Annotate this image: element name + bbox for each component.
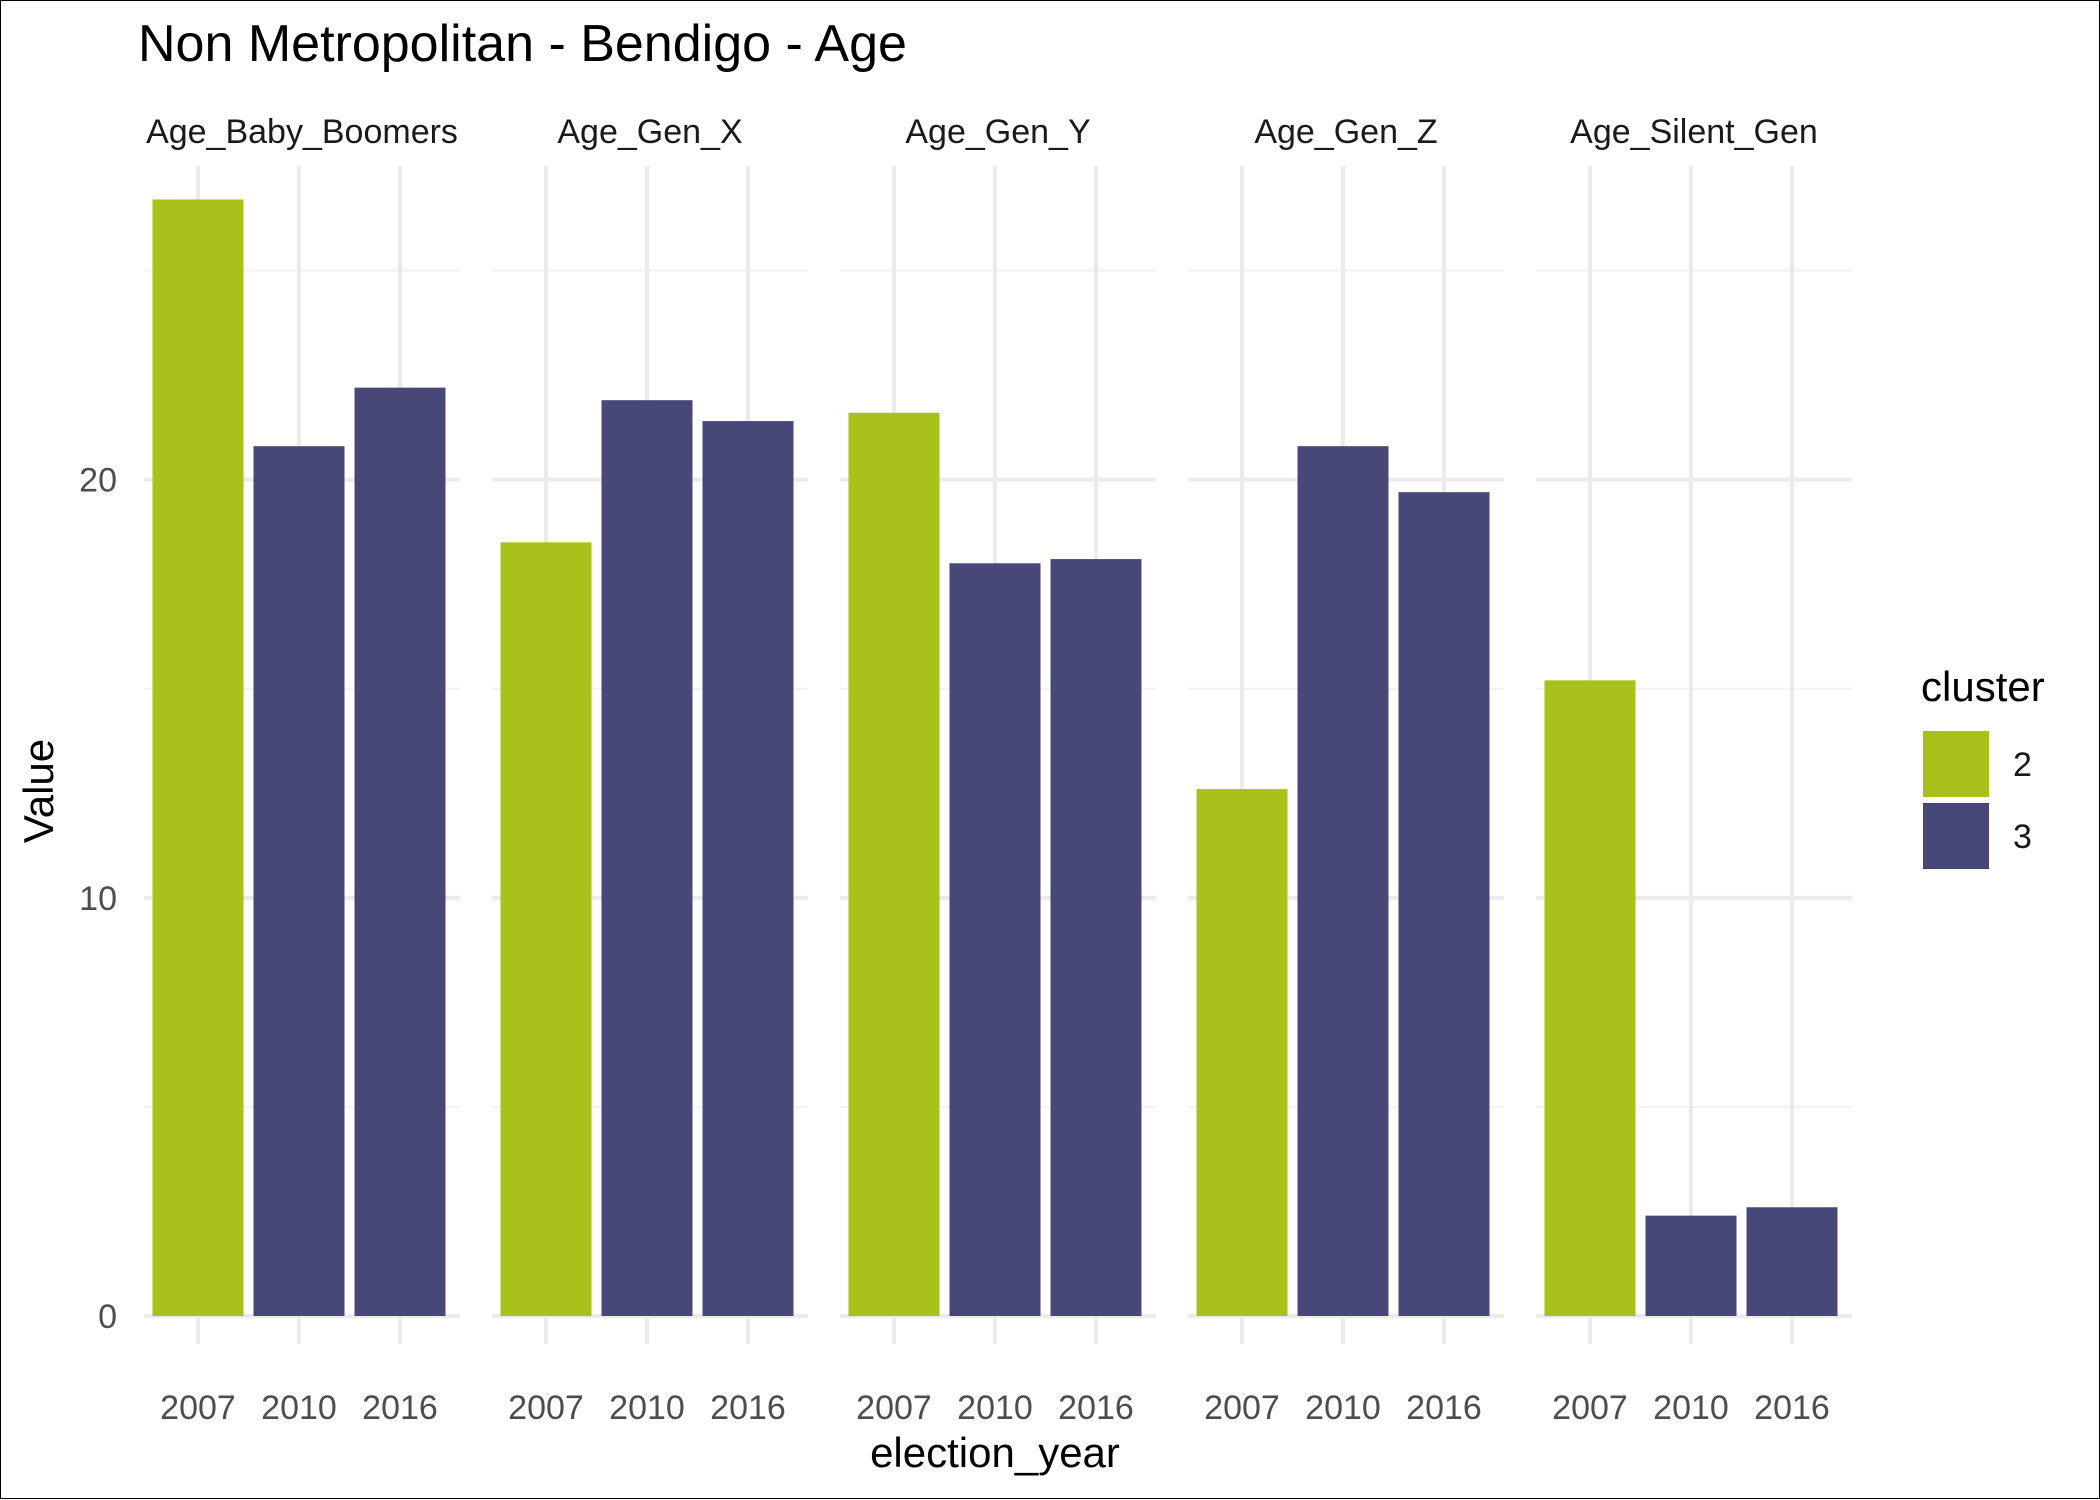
x-tick-label: 2016 (1406, 1389, 1482, 1427)
x-tick-label: 2016 (710, 1389, 786, 1427)
facet-panels: 0 10 20 2007 2010 2016 Age_Baby_Boomers 2007 201… (79, 113, 1852, 1427)
x-tick-label: 2007 (856, 1389, 932, 1427)
facet-panel: 2007 2010 2016 Age_Gen_Z (1188, 113, 1504, 1427)
facet-panel: 2007 2010 2016 Age_Gen_Y (840, 113, 1156, 1427)
x-axis-title: election_year (870, 1429, 1120, 1476)
x-tick-label: 2007 (1204, 1389, 1280, 1427)
x-tick-label: 2010 (609, 1389, 685, 1427)
bar (1398, 492, 1490, 1316)
x-tick-label: 2010 (261, 1389, 337, 1427)
legend-label: 2 (2013, 746, 2032, 784)
x-tick-label: 2016 (1754, 1389, 1830, 1427)
legend-title: cluster (1921, 663, 2045, 710)
legend-key (1923, 803, 1989, 869)
bar (1746, 1207, 1838, 1316)
x-tick-label: 2010 (957, 1389, 1033, 1427)
y-tick-label: 10 (79, 880, 117, 918)
x-tick-label: 2007 (160, 1389, 236, 1427)
x-tick-label: 2007 (1552, 1389, 1628, 1427)
facet-strip-label: Age_Baby_Boomers (146, 113, 458, 151)
facet-panel: 2007 2010 2016 Age_Gen_X (492, 113, 808, 1427)
bar (1645, 1215, 1737, 1316)
bar (848, 412, 940, 1316)
facet-strip-label: Age_Silent_Gen (1570, 113, 1818, 151)
facet-strip-label: Age_Gen_Y (905, 113, 1090, 151)
x-tick-label: 2016 (1058, 1389, 1134, 1427)
bar (1297, 446, 1389, 1316)
legend-label: 3 (2013, 818, 2032, 856)
facet-panel: 2007 2010 2016 Age_Silent_Gen (1536, 113, 1852, 1427)
bar (1196, 789, 1288, 1316)
y-axis-title: Value (15, 739, 62, 843)
facet-panel: 2007 2010 2016 Age_Baby_Boomers (144, 113, 460, 1427)
chart-title: Non Metropolitan - Bendigo - Age (138, 15, 907, 73)
x-tick-label: 2010 (1653, 1389, 1729, 1427)
bar (601, 400, 693, 1316)
bar (949, 563, 1041, 1316)
x-tick-label: 2016 (362, 1389, 438, 1427)
bar (152, 199, 244, 1316)
x-tick-label: 2007 (508, 1389, 584, 1427)
bar (253, 446, 345, 1316)
bar (702, 421, 794, 1316)
bar (500, 542, 592, 1316)
y-tick-label: 0 (98, 1298, 117, 1336)
bar (1544, 680, 1636, 1316)
x-tick-label: 2010 (1305, 1389, 1381, 1427)
legend-key (1923, 731, 1989, 797)
bar (1050, 559, 1142, 1316)
y-tick-label: 20 (79, 462, 117, 500)
legend: cluster 2 3 (1921, 663, 2045, 869)
facet-strip-label: Age_Gen_Z (1254, 113, 1437, 151)
bar (354, 387, 446, 1316)
facet-strip-label: Age_Gen_X (557, 113, 742, 151)
